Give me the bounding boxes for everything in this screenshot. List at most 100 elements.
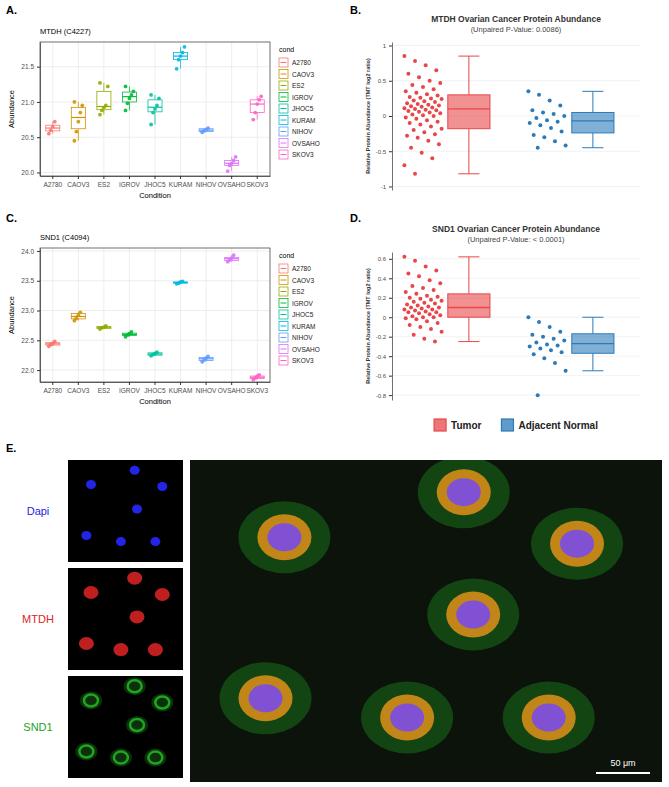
point	[422, 130, 426, 134]
whisker-lower	[582, 353, 603, 371]
point	[424, 108, 428, 112]
point	[556, 343, 560, 347]
micrograph-channel	[68, 676, 183, 778]
cell-signal	[155, 697, 169, 709]
point	[530, 333, 534, 337]
point	[408, 323, 412, 327]
point	[438, 81, 442, 85]
x-axis-title: Condition	[139, 397, 171, 406]
chart-subtitle: (Unpaired P-Value: 0.0086)	[471, 25, 562, 34]
point	[409, 146, 413, 150]
legend: condA2780CAOV3ES2IGROVJHOC5KURAMNIHOVOVS…	[279, 252, 320, 365]
point	[104, 324, 108, 328]
point	[414, 292, 418, 296]
legend-label: ES2	[292, 288, 305, 295]
y-tick-label: 24.0	[21, 248, 34, 255]
y-tick: -0.5	[376, 149, 392, 155]
y-grid-line	[392, 375, 640, 376]
point	[548, 98, 552, 102]
point	[538, 123, 542, 127]
point	[541, 335, 545, 339]
legend-key	[279, 345, 288, 354]
point	[417, 75, 421, 79]
y-tick-label: 0	[383, 315, 387, 321]
point	[548, 325, 552, 329]
point	[126, 101, 130, 105]
point	[408, 95, 412, 99]
x-tick-label: CAOV3	[67, 387, 89, 394]
cell-signal	[130, 610, 145, 623]
legend-key	[279, 81, 288, 90]
legend-key	[279, 58, 288, 67]
nucleus	[560, 530, 594, 558]
y-tick-label: 22.0	[21, 367, 34, 374]
legend-key-median	[281, 97, 287, 98]
y-tick-label: 23.5	[21, 277, 34, 284]
point	[98, 113, 102, 117]
point	[409, 306, 413, 310]
point	[534, 116, 538, 120]
box-group	[46, 120, 60, 136]
y-tick-label: -0.5	[376, 149, 387, 155]
point	[549, 348, 553, 352]
x-tick-mark	[180, 176, 181, 179]
cell-cytoplasm	[75, 742, 97, 760]
x-grid-line	[231, 248, 232, 382]
x-tick-mark	[78, 176, 79, 179]
chart-title: SND1 Ovarian Cancer Protein Abundance	[432, 224, 600, 234]
point	[131, 89, 135, 93]
box-group	[148, 93, 162, 126]
box-group	[46, 340, 60, 349]
point	[562, 339, 566, 343]
x-tick: A2780	[43, 176, 62, 188]
whisker-upper	[582, 91, 603, 112]
point	[429, 327, 433, 331]
y-axis-line	[40, 249, 41, 383]
point	[149, 123, 153, 127]
point	[408, 121, 412, 125]
y-tick: 0.6	[378, 256, 392, 262]
point	[410, 113, 414, 117]
cell-signal	[127, 572, 142, 585]
x-axis-title: Condition	[139, 191, 171, 200]
box-group	[122, 85, 136, 113]
cell-perinuclear	[446, 592, 500, 638]
point	[412, 300, 416, 304]
channel-label: Dapi	[27, 505, 50, 517]
point	[440, 299, 444, 303]
point	[432, 288, 436, 292]
legend: condA2780CAOV3ES2IGROVJHOC5KURAMNIHOVOVS…	[279, 46, 320, 159]
x-tick-mark	[129, 382, 130, 385]
y-tick-label: -0.8	[376, 393, 387, 399]
legend-key-median	[281, 314, 287, 315]
y-tick: 22.5	[21, 337, 40, 344]
point	[257, 373, 261, 377]
legend-key	[279, 264, 288, 273]
point	[402, 54, 406, 58]
y-tick-mark	[37, 370, 40, 371]
y-grid-line	[392, 186, 640, 187]
point	[78, 111, 82, 115]
point	[183, 45, 187, 49]
point	[422, 301, 426, 305]
cell-cytoplasm	[220, 662, 312, 734]
point	[226, 169, 230, 173]
x-tick-mark	[155, 382, 156, 385]
y-tick-mark	[37, 67, 40, 68]
legend: TumorAdjacent Normal	[434, 419, 598, 431]
x-tick-mark	[103, 382, 104, 385]
point	[106, 85, 110, 89]
cell-cytoplasm	[427, 579, 519, 651]
legend-title: cond	[279, 252, 294, 259]
point	[402, 255, 406, 259]
nucleus	[447, 478, 481, 506]
y-tick-mark	[37, 251, 40, 252]
point	[426, 305, 430, 309]
y-tick-label: -0.6	[376, 373, 387, 379]
y-grid-line	[392, 45, 640, 46]
point	[432, 87, 436, 91]
point	[558, 103, 562, 107]
median	[572, 343, 614, 344]
cell-perinuclear	[380, 695, 434, 741]
x-tick: OVSAHO	[218, 382, 246, 394]
